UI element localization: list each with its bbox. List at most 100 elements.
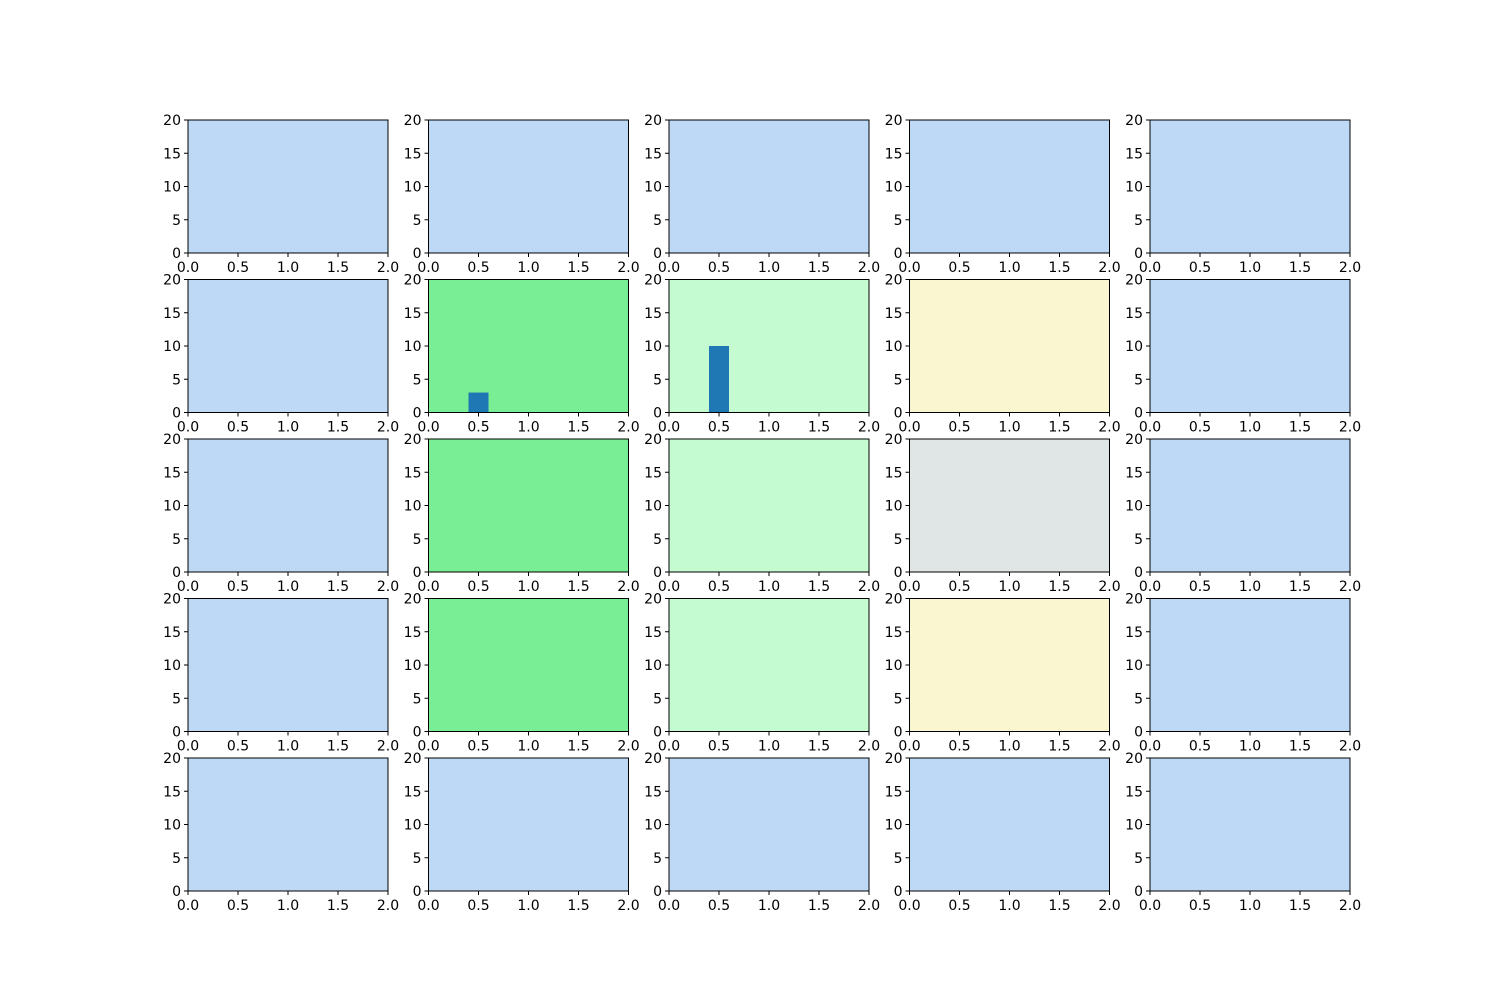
x-tick-label: 1.0	[517, 579, 539, 595]
x-tick-label: 0.5	[948, 579, 970, 595]
y-tick-label: 15	[404, 146, 422, 162]
y-tick-label: 20	[404, 273, 422, 289]
x-tick-label: 1.5	[567, 898, 589, 914]
x-tick-label: 2.0	[1098, 898, 1120, 914]
x-tick-label: 1.0	[758, 898, 780, 914]
y-tick-label: 10	[163, 499, 181, 515]
x-tick-label: 0.5	[467, 579, 489, 595]
x-tick-label: 2.0	[1098, 579, 1120, 595]
bar-0	[468, 392, 489, 413]
x-tick-label: 0.0	[177, 579, 199, 595]
plot-background	[1150, 439, 1350, 572]
y-tick-label: 20	[404, 432, 422, 448]
y-tick-label: 5	[1134, 851, 1143, 867]
x-tick-label: 1.0	[1239, 898, 1261, 914]
y-tick-label: 0	[653, 565, 662, 581]
y-tick-label: 0	[894, 565, 903, 581]
x-tick-label: 1.5	[327, 739, 349, 755]
x-tick-label: 2.0	[1339, 420, 1361, 436]
x-tick-label: 0.5	[467, 739, 489, 755]
x-tick-label: 1.0	[998, 898, 1020, 914]
x-tick-label: 0.5	[1189, 898, 1211, 914]
y-tick-label: 20	[1125, 592, 1143, 608]
y-tick-label: 0	[172, 725, 181, 741]
x-tick-label: 1.5	[808, 739, 830, 755]
y-tick-label: 5	[894, 691, 903, 707]
x-tick-label: 0.5	[1189, 739, 1211, 755]
x-tick-label: 2.0	[377, 898, 399, 914]
y-tick-label: 20	[404, 113, 422, 129]
subplot-0-1: 0.0 0.5 1.0 1.5 2.0 0 5 10 15 20	[404, 113, 640, 276]
y-tick-label: 0	[894, 406, 903, 422]
x-tick-label: 1.0	[758, 260, 780, 276]
x-tick-label: 1.5	[1289, 260, 1311, 276]
y-tick-label: 5	[413, 372, 422, 388]
y-tick-label: 15	[885, 306, 903, 322]
x-tick-label: 0.5	[708, 739, 730, 755]
y-tick-label: 5	[653, 532, 662, 548]
x-tick-label: 1.5	[1289, 579, 1311, 595]
x-tick-label: 0.5	[948, 739, 970, 755]
subplot-4-4: 0.0 0.5 1.0 1.5 2.0 0 5 10 15 20	[1125, 751, 1361, 914]
y-tick-label: 10	[885, 180, 903, 196]
y-tick-label: 20	[1125, 751, 1143, 767]
y-tick-label: 10	[404, 339, 422, 355]
x-tick-label: 2.0	[858, 739, 880, 755]
y-tick-label: 10	[404, 499, 422, 515]
y-tick-label: 10	[644, 339, 662, 355]
plot-background	[188, 120, 388, 253]
x-tick-label: 1.0	[277, 739, 299, 755]
x-tick-label: 2.0	[858, 898, 880, 914]
x-tick-label: 1.5	[327, 260, 349, 276]
plot-background	[1150, 758, 1350, 891]
x-tick-label: 2.0	[377, 260, 399, 276]
plot-background	[909, 758, 1110, 891]
y-tick-label: 10	[163, 339, 181, 355]
y-tick-label: 20	[163, 751, 181, 767]
subplot-1-0: 0.0 0.5 1.0 1.5 2.0 0 5 10 15 20	[163, 273, 399, 436]
x-tick-label: 0.0	[177, 420, 199, 436]
plot-background	[669, 439, 869, 572]
plot-background	[669, 758, 869, 891]
y-tick-label: 10	[644, 818, 662, 834]
y-tick-label: 0	[413, 406, 422, 422]
subplot-4-3: 0.0 0.5 1.0 1.5 2.0 0 5 10 15 20	[885, 751, 1121, 914]
y-tick-label: 5	[653, 372, 662, 388]
y-tick-label: 20	[644, 113, 662, 129]
x-tick-label: 0.0	[658, 420, 680, 436]
y-tick-label: 20	[885, 273, 903, 289]
x-tick-label: 2.0	[617, 420, 639, 436]
x-tick-label: 2.0	[1339, 579, 1361, 595]
y-tick-label: 0	[653, 725, 662, 741]
subplot-0-2: 0.0 0.5 1.0 1.5 2.0 0 5 10 15 20	[644, 113, 880, 276]
y-tick-label: 10	[885, 339, 903, 355]
y-tick-label: 10	[1125, 339, 1143, 355]
y-tick-label: 20	[644, 751, 662, 767]
y-tick-label: 0	[894, 725, 903, 741]
x-tick-label: 1.0	[998, 739, 1020, 755]
y-tick-label: 15	[163, 146, 181, 162]
y-tick-label: 5	[894, 372, 903, 388]
y-tick-label: 5	[413, 851, 422, 867]
y-tick-label: 20	[1125, 273, 1143, 289]
x-tick-label: 0.5	[227, 579, 249, 595]
plot-background	[669, 279, 869, 413]
plot-background	[669, 120, 869, 253]
y-tick-label: 10	[163, 658, 181, 674]
x-tick-label: 0.0	[1139, 898, 1161, 914]
x-tick-label: 0.0	[898, 898, 920, 914]
x-tick-label: 2.0	[617, 898, 639, 914]
x-tick-label: 0.5	[1189, 420, 1211, 436]
x-tick-label: 1.0	[517, 898, 539, 914]
y-tick-label: 20	[163, 113, 181, 129]
x-tick-label: 0.5	[948, 898, 970, 914]
y-tick-label: 15	[644, 625, 662, 641]
x-tick-label: 2.0	[377, 420, 399, 436]
y-tick-label: 5	[894, 213, 903, 229]
x-tick-label: 1.5	[1289, 739, 1311, 755]
subplot-2-4: 0.0 0.5 1.0 1.5 2.0 0 5 10 15 20	[1125, 432, 1361, 595]
y-tick-label: 5	[653, 213, 662, 229]
x-tick-label: 1.5	[567, 420, 589, 436]
bar-0	[709, 346, 729, 413]
